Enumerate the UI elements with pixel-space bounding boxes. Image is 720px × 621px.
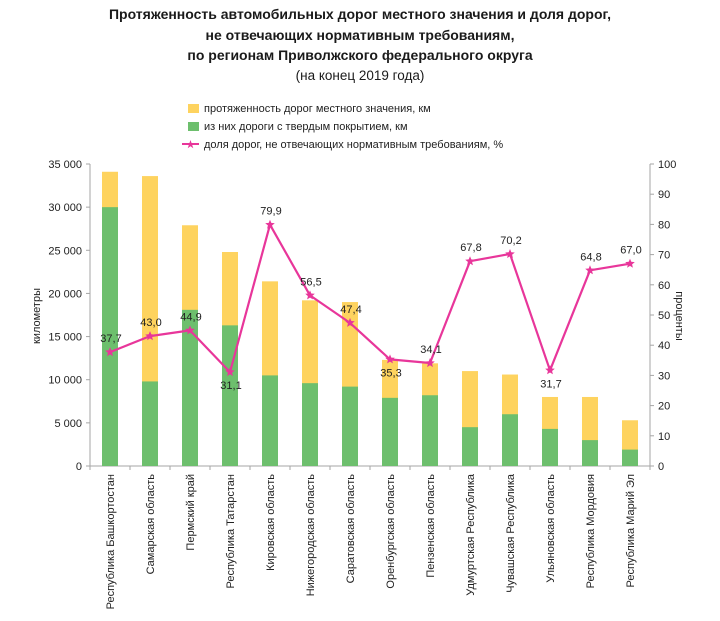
share-point bbox=[145, 331, 155, 341]
share-point bbox=[185, 325, 195, 335]
y-tick-label-right: 100 bbox=[658, 159, 676, 171]
share-data-label: 47,4 bbox=[340, 304, 361, 316]
share-point bbox=[385, 354, 395, 364]
category-labels: Республика Башкортостан Самарская область… bbox=[105, 473, 637, 609]
chart-title: Протяженность автомобильных дорог местно… bbox=[0, 4, 720, 86]
category-label: Оренбургская область bbox=[385, 474, 397, 589]
share-point bbox=[105, 347, 115, 357]
chart-subtitle: (на конец 2019 года) bbox=[295, 67, 425, 83]
bar-paved bbox=[382, 397, 398, 466]
y-tick-label-right: 70 bbox=[658, 250, 670, 262]
share-point bbox=[305, 290, 315, 300]
category-label: Республика Татарстан bbox=[225, 474, 237, 589]
bar-paved bbox=[622, 449, 638, 466]
y-axis-title-left: километры bbox=[31, 288, 43, 344]
y-tick-label-left: 5 000 bbox=[54, 418, 82, 430]
category-label: Кировская область bbox=[265, 474, 277, 571]
legend-swatch-paved bbox=[188, 122, 199, 131]
legend-label-paved: из них дороги с твердым покрытием, км bbox=[204, 121, 408, 133]
y-tick-label-left: 25 000 bbox=[48, 245, 82, 257]
share-line-path bbox=[109, 223, 631, 374]
y-tick-label-left: 35 000 bbox=[48, 159, 82, 171]
share-point bbox=[585, 265, 595, 275]
share-data-label: 35,3 bbox=[380, 367, 401, 379]
share-data-label: 56,5 bbox=[300, 276, 321, 288]
share-data-label: 37,7 bbox=[100, 333, 121, 345]
y-tick-label-right: 80 bbox=[658, 219, 670, 231]
bar-paved bbox=[342, 386, 358, 466]
y-tick-label-left: 0 bbox=[76, 461, 82, 473]
bar-paved bbox=[222, 325, 238, 466]
bar-paved bbox=[582, 440, 598, 466]
bar-paved bbox=[182, 309, 198, 466]
bar-paved bbox=[302, 383, 318, 466]
share-line bbox=[105, 219, 635, 377]
bar-paved bbox=[462, 427, 478, 466]
category-label: Республика Башкортостан bbox=[105, 474, 117, 609]
category-label: Нижегородская область bbox=[305, 474, 317, 597]
y-tick-label-left: 10 000 bbox=[48, 375, 82, 387]
share-data-label: 70,2 bbox=[500, 235, 521, 247]
category-label: Ульяновская область bbox=[545, 474, 557, 583]
bar-paved bbox=[502, 414, 518, 466]
y-tick-label-right: 50 bbox=[658, 310, 670, 322]
title-line-3: по регионам Приволжского федерального ок… bbox=[187, 47, 533, 63]
y-tick-label-right: 20 bbox=[658, 401, 670, 413]
legend-marker-share bbox=[186, 140, 195, 149]
legend-swatch-total bbox=[188, 104, 199, 113]
share-point bbox=[545, 365, 555, 375]
y-axis-title-right: проценты bbox=[673, 291, 685, 341]
share-point bbox=[225, 367, 235, 377]
y-tick-label-right: 10 bbox=[658, 431, 670, 443]
legend-label-total: протяженность дорог местного значения, к… bbox=[204, 103, 431, 115]
category-label: Чувашская Республика bbox=[505, 473, 517, 593]
share-point bbox=[505, 249, 515, 258]
bar-paved bbox=[142, 381, 158, 466]
category-label: Самарская область bbox=[145, 474, 157, 575]
title-line-2: не отвечающих нормативным требованиям, bbox=[205, 26, 515, 43]
share-data-label: 79,9 bbox=[260, 206, 281, 218]
share-point bbox=[265, 219, 275, 229]
y-tick-label-right: 40 bbox=[658, 340, 670, 352]
share-point bbox=[425, 358, 435, 368]
title-line-1: Протяженность автомобильных дорог местно… bbox=[108, 6, 612, 22]
share-point bbox=[345, 317, 355, 327]
y-tick-label-left: 20 000 bbox=[48, 288, 82, 300]
y-tick-label-right: 30 bbox=[658, 370, 670, 382]
legend: протяженность дорог местного значения, к… bbox=[182, 103, 503, 151]
bar-paved bbox=[102, 207, 118, 466]
bars bbox=[102, 171, 638, 466]
bar-paved bbox=[262, 375, 278, 466]
category-label: Республика Мордовия bbox=[585, 474, 597, 588]
share-data-label: 67,0 bbox=[620, 245, 641, 257]
category-label: Удмуртская Республика bbox=[465, 473, 477, 596]
y-tick-label-left: 15 000 bbox=[48, 332, 82, 344]
share-point bbox=[465, 256, 475, 266]
y-tick-label-right: 90 bbox=[658, 189, 670, 201]
data-labels: 37,7 43,0 44,9 31,1 79,9 56,5 47,4 35,3 34,1 67,8… bbox=[100, 206, 641, 392]
category-label: Республика Марий Эл bbox=[625, 474, 637, 587]
share-data-label: 31,1 bbox=[220, 380, 241, 392]
legend-label-share: доля дорог, не отвечающих нормативным тр… bbox=[204, 139, 503, 151]
share-data-label: 34,1 bbox=[420, 344, 441, 356]
bar-paved bbox=[542, 428, 558, 466]
share-data-label: 44,9 bbox=[180, 311, 201, 323]
y-tick-label-right: 60 bbox=[658, 280, 670, 292]
bar-paved bbox=[422, 395, 438, 466]
category-label: Пензенская область bbox=[425, 474, 437, 578]
share-point bbox=[625, 258, 635, 268]
y-tick-label-right: 0 bbox=[658, 461, 664, 473]
share-data-label: 64,8 bbox=[580, 251, 601, 263]
share-data-label: 67,8 bbox=[460, 242, 481, 254]
share-data-label: 43,0 bbox=[140, 317, 161, 329]
share-data-label: 31,7 bbox=[540, 378, 561, 390]
category-label: Пермский край bbox=[185, 474, 197, 551]
category-label: Саратовская область bbox=[345, 474, 357, 584]
y-tick-label-left: 30 000 bbox=[48, 202, 82, 214]
